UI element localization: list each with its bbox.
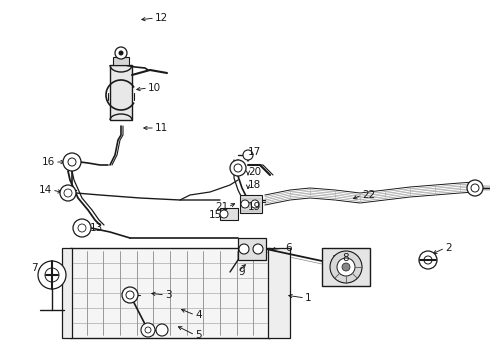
Text: 22: 22	[362, 190, 375, 200]
Circle shape	[243, 150, 253, 160]
Text: 1: 1	[305, 293, 312, 303]
Text: 19: 19	[248, 202, 261, 212]
Bar	[238, 238, 266, 260]
Text: 5: 5	[195, 330, 201, 340]
Circle shape	[467, 180, 483, 196]
Text: 18: 18	[248, 180, 261, 190]
Circle shape	[337, 258, 355, 276]
Bar	[70, 248, 270, 338]
Circle shape	[122, 287, 138, 303]
Text: 7: 7	[31, 263, 38, 273]
Text: 6: 6	[285, 243, 292, 253]
Text: 14: 14	[39, 185, 52, 195]
Bar	[240, 195, 262, 213]
Text: 9: 9	[238, 267, 245, 277]
Text: 3: 3	[165, 290, 172, 300]
Bar	[268, 248, 290, 338]
Bar	[113, 57, 129, 65]
Text: 12: 12	[155, 13, 168, 23]
Bar	[110, 65, 132, 120]
Circle shape	[239, 244, 249, 254]
Circle shape	[342, 263, 350, 271]
Text: 11: 11	[155, 123, 168, 133]
Text: 13: 13	[90, 223, 103, 233]
Circle shape	[241, 200, 249, 208]
Circle shape	[251, 200, 259, 208]
Circle shape	[60, 185, 76, 201]
Circle shape	[145, 327, 151, 333]
Text: 16: 16	[42, 157, 55, 167]
Circle shape	[73, 219, 91, 237]
Circle shape	[45, 268, 59, 282]
Circle shape	[220, 210, 228, 218]
Circle shape	[471, 184, 479, 192]
Circle shape	[115, 47, 127, 59]
Bar	[220, 208, 238, 220]
Text: 10: 10	[148, 83, 161, 93]
Circle shape	[64, 189, 72, 197]
Bar	[322, 248, 370, 286]
Text: 17: 17	[248, 147, 261, 157]
Circle shape	[38, 261, 66, 289]
Circle shape	[126, 291, 134, 299]
Circle shape	[141, 323, 155, 337]
Circle shape	[230, 160, 246, 176]
Circle shape	[424, 256, 432, 264]
Circle shape	[330, 251, 362, 283]
Text: 21: 21	[215, 202, 228, 212]
Circle shape	[419, 251, 437, 269]
Circle shape	[63, 153, 81, 171]
Text: 20: 20	[248, 167, 261, 177]
Text: 2: 2	[445, 243, 452, 253]
Text: 15: 15	[209, 210, 222, 220]
Circle shape	[78, 224, 86, 232]
Circle shape	[253, 244, 263, 254]
Text: 4: 4	[195, 310, 201, 320]
Circle shape	[234, 164, 242, 172]
Bar	[62, 248, 72, 338]
Circle shape	[156, 324, 168, 336]
Circle shape	[68, 158, 76, 166]
Text: 8: 8	[342, 253, 348, 263]
Circle shape	[119, 50, 123, 55]
